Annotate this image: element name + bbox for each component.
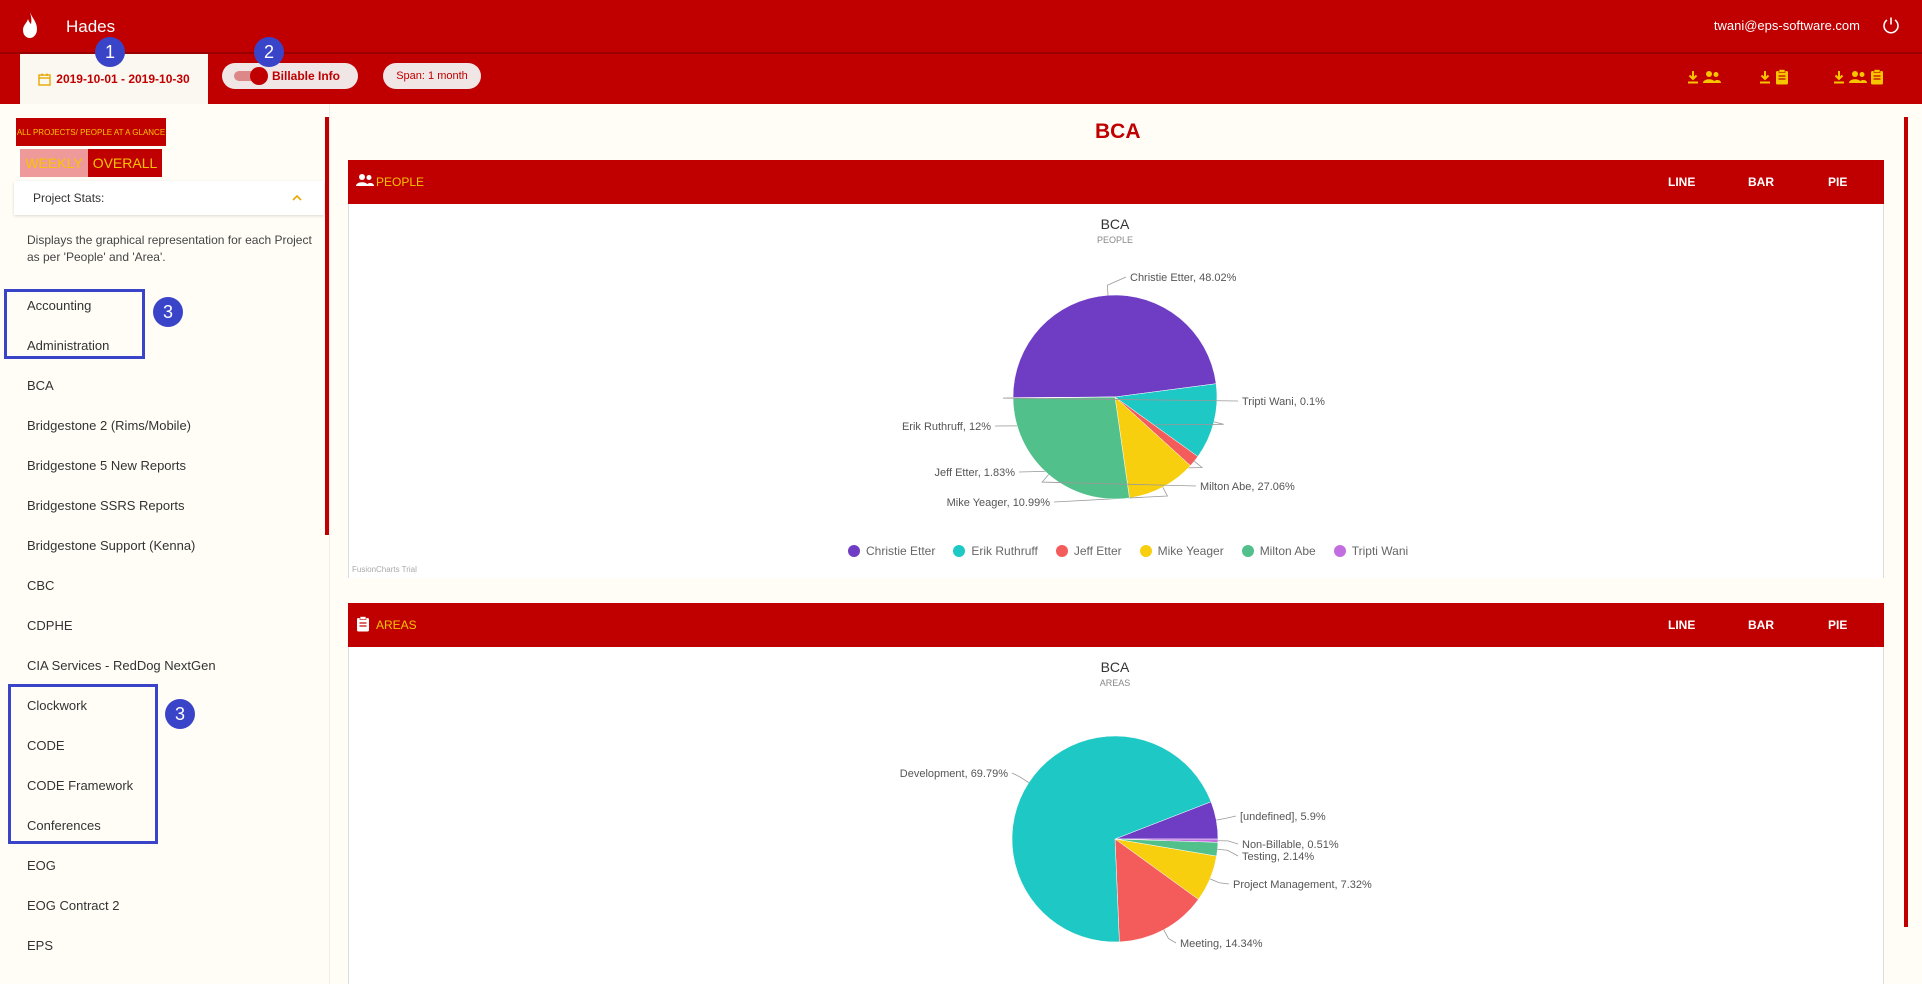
project-item[interactable]: Bridgestone SSRS Reports xyxy=(27,498,185,513)
download-icon xyxy=(1688,71,1698,84)
power-icon[interactable] xyxy=(1882,16,1900,34)
areas-panel-title: AREAS xyxy=(376,618,417,632)
project-item[interactable]: EOG xyxy=(27,858,56,873)
tab-overall[interactable]: OVERALL xyxy=(88,149,162,177)
download-icon xyxy=(1834,71,1844,84)
legend-item[interactable]: Milton Abe xyxy=(1241,544,1316,558)
project-stats-header[interactable]: Project Stats: xyxy=(14,181,324,215)
project-item[interactable]: BCA xyxy=(27,378,54,393)
sidebar-scrollbar[interactable] xyxy=(325,117,329,535)
tab-weekly[interactable]: WEEKLY xyxy=(20,149,88,177)
flame-icon xyxy=(23,12,37,38)
download-all-button[interactable] xyxy=(1832,67,1884,87)
date-range-text: 2019-10-01 - 2019-10-30 xyxy=(56,72,190,86)
project-item[interactable]: Bridgestone 2 (Rims/Mobile) xyxy=(27,418,192,433)
download-icon xyxy=(1760,71,1770,84)
chevron-up-icon[interactable] xyxy=(292,193,302,203)
calendar-icon xyxy=(38,73,51,86)
people-icon xyxy=(1849,71,1867,83)
project-item[interactable]: EOG Contract 2 xyxy=(27,898,120,913)
clipboard-icon xyxy=(1871,69,1883,85)
span-selector[interactable]: Span: 1 month xyxy=(383,63,481,89)
project-item[interactable]: Clockwork xyxy=(27,698,87,713)
download-areas-button[interactable] xyxy=(1758,67,1789,87)
areas-chart-caption: BCA AREAS xyxy=(1015,659,1215,688)
project-item[interactable]: CIA Services - RedDog NextGen xyxy=(27,658,216,673)
people-panel-header: PEOPLE LINE BAR PIE xyxy=(348,160,1884,204)
project-item[interactable]: CODE xyxy=(27,738,65,753)
chart-subtitle: AREAS xyxy=(1099,678,1131,688)
clipboard-icon xyxy=(1776,69,1788,85)
app-title: Hades xyxy=(66,17,116,36)
legend-item[interactable]: Mike Yeager xyxy=(1139,544,1224,558)
toolbar: 2019-10-01 - 2019-10-30 Billable Info Sp… xyxy=(0,54,1922,104)
people-icon xyxy=(1703,71,1721,83)
tab-pie[interactable]: PIE xyxy=(1828,175,1848,189)
sidebar xyxy=(0,104,330,984)
billable-label: Billable Info xyxy=(272,69,341,83)
annotation-box xyxy=(8,684,158,844)
billable-toggle[interactable]: Billable Info xyxy=(222,63,358,89)
chart-watermark: FusionCharts Trial xyxy=(352,565,417,574)
user-email[interactable]: twani@eps-software.com xyxy=(1713,18,1860,33)
project-item[interactable]: EPS xyxy=(27,938,54,953)
annotation-marker: 3 xyxy=(165,699,195,729)
tab-bar[interactable]: BAR xyxy=(1748,175,1774,189)
project-item[interactable]: Conferences xyxy=(27,818,101,833)
tab-line[interactable]: LINE xyxy=(1668,175,1696,189)
project-item[interactable]: Accounting xyxy=(27,298,92,313)
people-legend: Christie Etter Erik Ruthruff Jeff Etter … xyxy=(848,544,1408,558)
people-chart-caption: BCA PEOPLE xyxy=(1015,216,1215,245)
project-item[interactable]: CDPHE xyxy=(27,618,73,633)
all-projects-button[interactable]: ALL PROJECTS/ PEOPLE AT A GLANCE xyxy=(16,118,166,146)
project-item[interactable]: Bridgestone Support (Kenna) xyxy=(27,538,196,553)
people-panel-title: PEOPLE xyxy=(376,175,425,189)
project-stats-description: Displays the graphical representation fo… xyxy=(27,233,312,264)
tab-bar[interactable]: BAR xyxy=(1748,618,1774,632)
page-title: BCA xyxy=(1095,120,1141,143)
chart-subtitle: PEOPLE xyxy=(1096,235,1134,245)
annotation-marker: 3 xyxy=(153,297,183,327)
legend-item[interactable]: Tripti Wani xyxy=(1333,544,1408,558)
project-stats-title: Project Stats: xyxy=(33,191,105,205)
project-item[interactable]: Administration xyxy=(27,338,110,353)
annotation-marker: 2 xyxy=(254,37,284,67)
project-item[interactable]: CODE Framework xyxy=(27,778,134,793)
areas-panel-header: AREAS LINE BAR PIE xyxy=(348,603,1884,647)
tab-pie[interactable]: PIE xyxy=(1828,618,1848,632)
clipboard-icon xyxy=(357,616,369,632)
chart-title: BCA xyxy=(1100,659,1130,675)
tab-line[interactable]: LINE xyxy=(1668,618,1696,632)
toggle-switch[interactable] xyxy=(234,67,268,85)
project-item[interactable]: Bridgestone 5 New Reports xyxy=(27,458,186,473)
areas-chart-panel xyxy=(348,647,1884,984)
legend-item[interactable]: Christie Etter xyxy=(848,544,935,558)
people-icon xyxy=(356,174,374,186)
top-bar: Hades twani@eps-software.com xyxy=(0,0,1922,54)
annotation-box xyxy=(4,289,145,359)
main-scrollbar[interactable] xyxy=(1904,117,1908,927)
legend-item[interactable]: Erik Ruthruff xyxy=(953,544,1038,558)
annotation-marker: 1 xyxy=(95,37,125,67)
download-people-button[interactable] xyxy=(1686,67,1721,87)
chart-title: BCA xyxy=(1100,216,1130,232)
project-item[interactable]: CBC xyxy=(27,578,55,593)
people-chart-panel xyxy=(348,204,1884,578)
legend-item[interactable]: Jeff Etter xyxy=(1055,544,1122,558)
